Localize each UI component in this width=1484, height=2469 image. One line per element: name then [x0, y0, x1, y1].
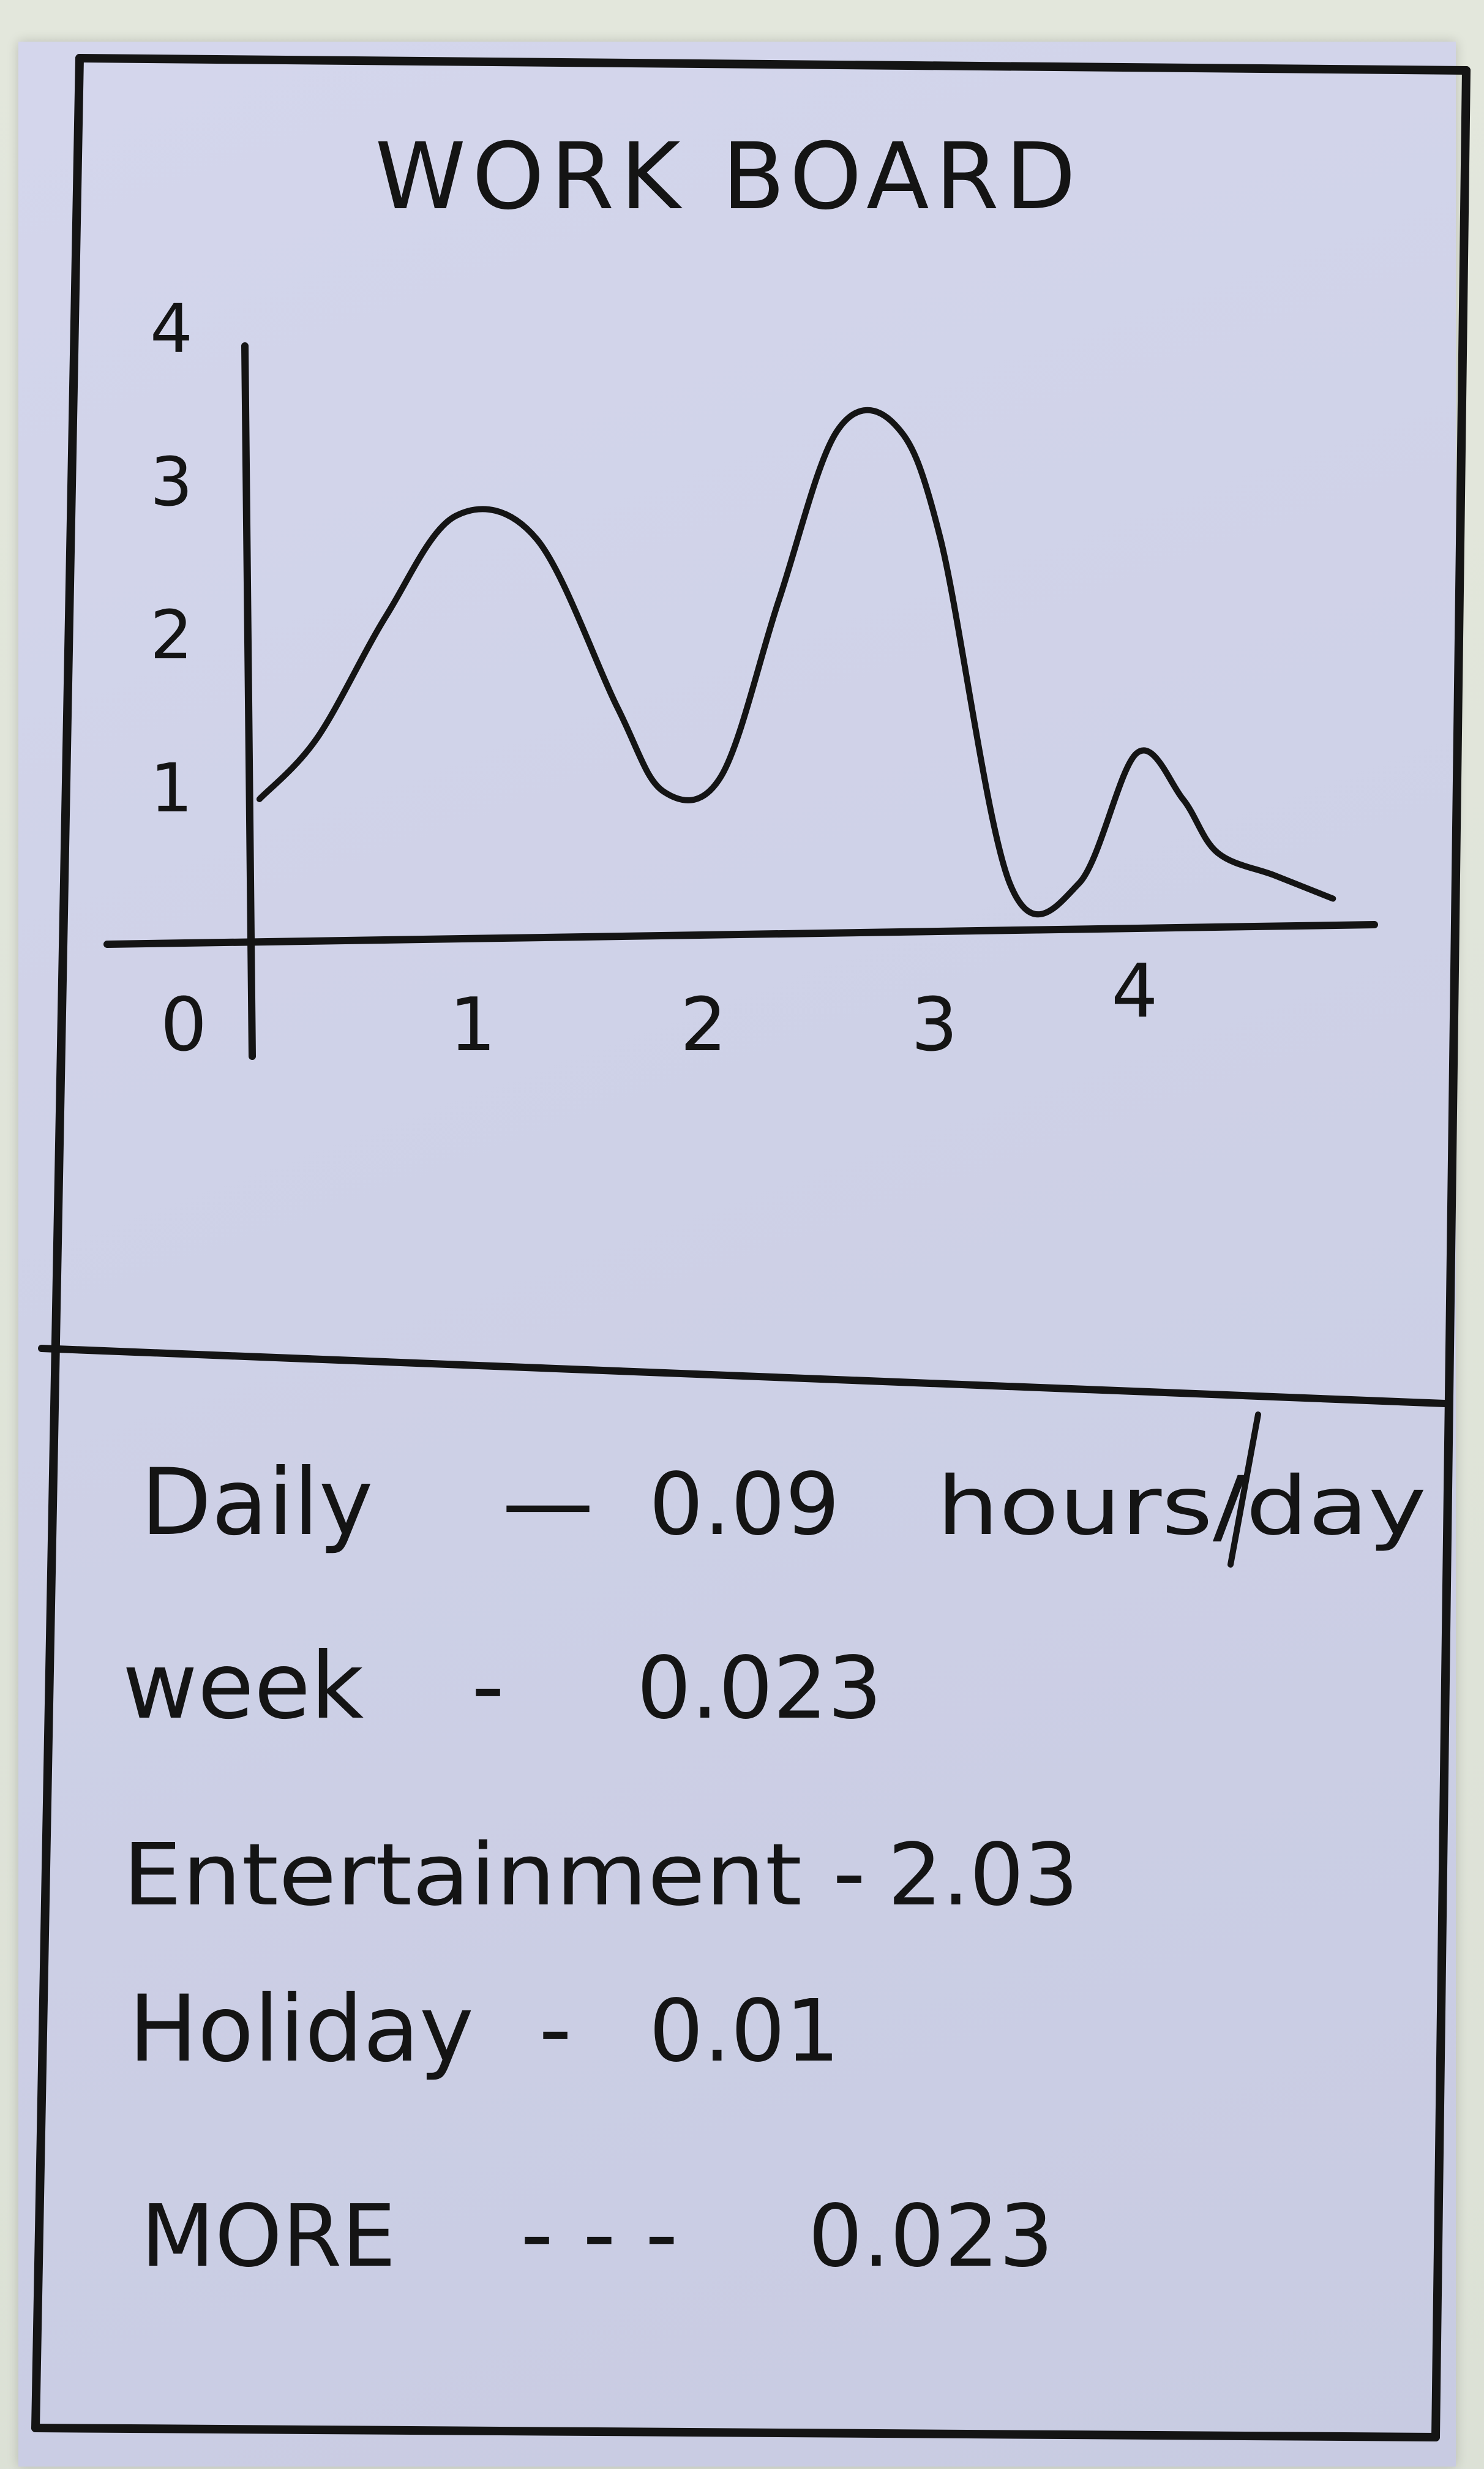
stat-label: MORE: [141, 2187, 396, 2287]
stat-value: 2.03: [888, 1825, 1079, 1925]
stat-row-entertainment: Entertainment - 2.03: [122, 1820, 1079, 1926]
x-tick-label: 4: [1111, 949, 1158, 1034]
stat-row-daily: Daily — 0.09 hours/day: [141, 1449, 1426, 1556]
stat-separator: - - -: [520, 2181, 678, 2288]
stat-label: Entertainment: [122, 1825, 802, 1925]
stats-list: Daily — 0.09 hours/day week - 0.023 Ente…: [122, 1449, 1426, 2288]
y-tick-label: 4: [150, 290, 193, 368]
stat-separator: -: [833, 1820, 866, 1926]
stat-label: Daily: [141, 1449, 373, 1556]
series-line: [256, 407, 1336, 918]
stat-value: 0.023: [637, 1639, 882, 1738]
y-tick-label: 2: [150, 596, 193, 674]
x-tick-label: 3: [911, 983, 957, 1068]
stat-unit: hours/day: [937, 1459, 1426, 1554]
x-tick-label: 2: [680, 983, 727, 1068]
stat-value: 0.023: [808, 2187, 1054, 2287]
stat-separator: -: [471, 1633, 504, 1740]
unit-divider-stroke: [1227, 1411, 1261, 1568]
paper-sheet: [18, 42, 1456, 2467]
line-chart: 1 2 3 4 0 1 2 3 4: [103, 290, 1378, 1068]
x-tick-label: 1: [449, 983, 496, 1068]
stat-row-week: week - 0.023: [122, 1633, 882, 1740]
stat-label: week: [122, 1633, 364, 1740]
section-divider: [38, 1345, 1448, 1407]
stat-separator: —: [502, 1449, 594, 1556]
stat-row-more: MORE - - - 0.023: [141, 2181, 1054, 2288]
y-tick-label: 1: [150, 749, 193, 827]
x-tick-labels: 0 1 2 3 4: [160, 949, 1158, 1068]
stat-value: 0.09: [649, 1455, 840, 1555]
screen-frame: [31, 54, 1471, 2441]
stat-separator: -: [539, 1976, 572, 2083]
y-tick-label: 3: [150, 443, 193, 521]
stat-value: 0.01: [649, 1982, 840, 2081]
y-axis: [241, 342, 256, 1060]
page-title: WORK BOARD: [375, 124, 1082, 230]
x-axis: [103, 921, 1378, 948]
x-tick-label: 0: [160, 983, 207, 1068]
stat-label: Holiday: [129, 1976, 474, 2083]
y-tick-labels: 1 2 3 4: [150, 290, 193, 827]
stat-row-holiday: Holiday - 0.01: [129, 1976, 840, 2083]
